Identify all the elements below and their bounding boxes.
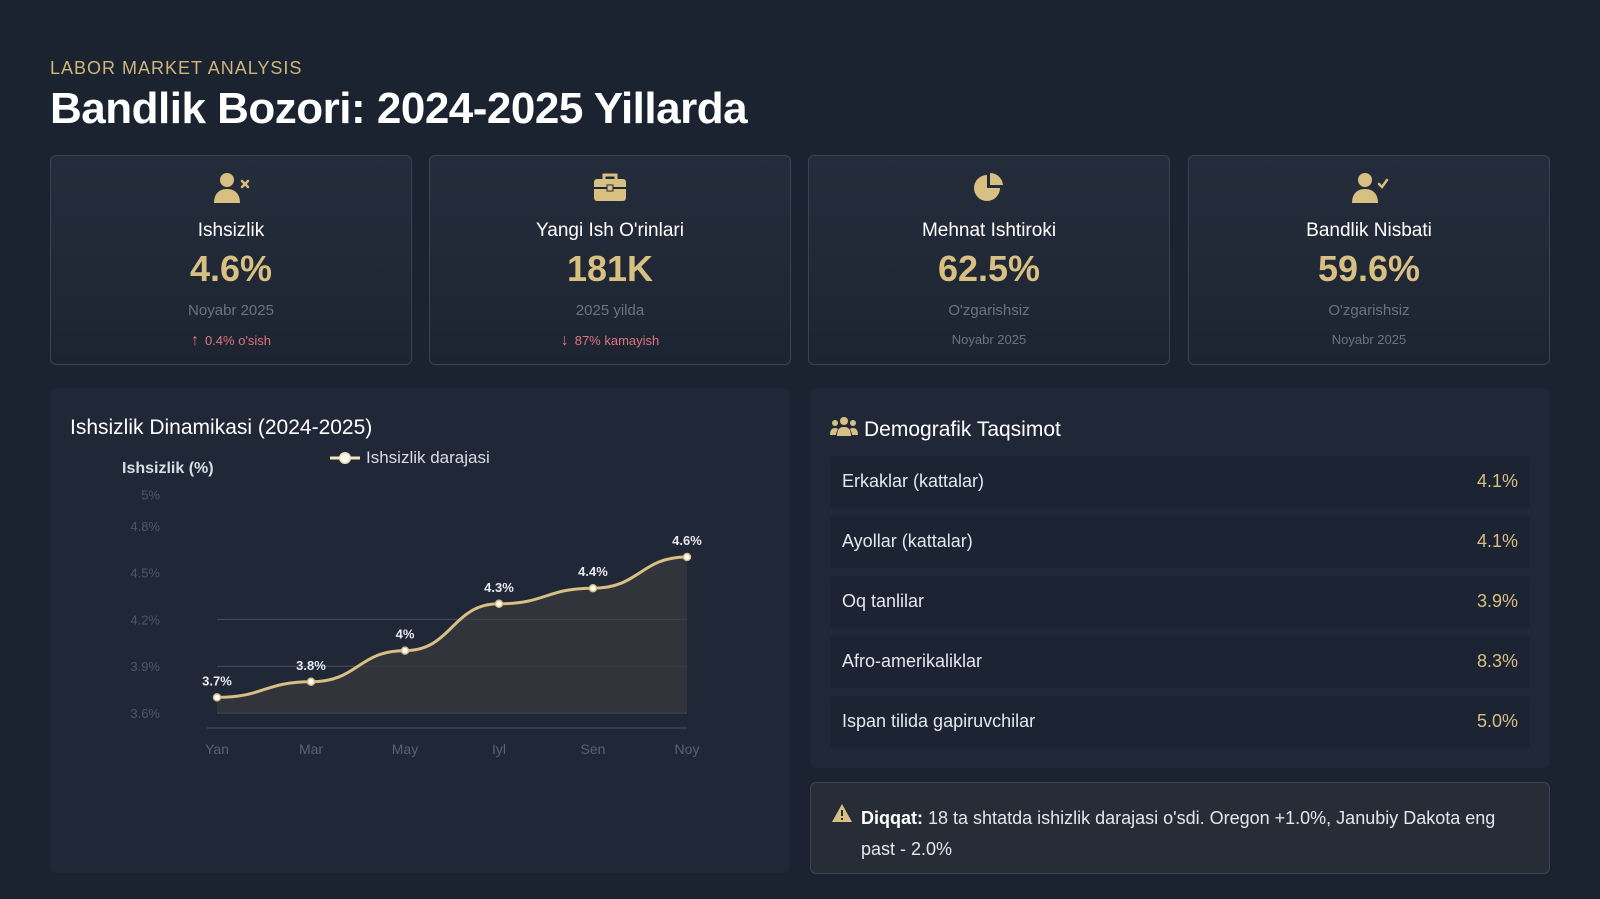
kpi-value: 62.5%	[937, 248, 1041, 289]
chart-title: Ishsizlik Dinamikasi (2024-2025)	[70, 416, 373, 439]
data-point	[212, 693, 222, 702]
kpi-value: 59.6%	[1317, 248, 1421, 289]
demographics-title-text: Demografik Taqsimot	[864, 418, 1061, 441]
demographic-value: 4.1%	[1476, 471, 1518, 491]
kpi-sub: 2025 yilda	[575, 302, 645, 319]
arrow-down-icon: ↓	[560, 332, 569, 349]
eyebrow-label: LABOR MARKET ANALYSIS	[50, 58, 303, 78]
data-point	[494, 599, 504, 609]
alert-box: Diqqat: 18 ta shtatda ishizlik darajasi …	[810, 782, 1550, 874]
demographic-value: 3.9%	[1476, 591, 1518, 611]
warning-icon	[831, 803, 853, 828]
demographic-row: Erkaklar (kattalar) 4.1%	[830, 456, 1530, 508]
pie-chart-icon	[809, 170, 1169, 206]
x-tick-label: Noy	[675, 741, 700, 757]
data-label: 3.7%	[202, 673, 232, 688]
page-title: Bandlik Bozori: 2024-2025 Yillarda	[50, 84, 748, 133]
kpi-change-text: 87% kamayish	[574, 333, 660, 348]
kpi-label: Ishsizlik	[197, 220, 265, 241]
demographic-label: Erkaklar (kattalar)	[842, 471, 985, 491]
arrow-up-icon: ↑	[190, 332, 199, 349]
kpi-sub: O'zgarishsiz	[948, 302, 1030, 319]
alert-title: Diqqat:	[861, 808, 923, 828]
demographics-panel: Demografik Taqsimot Erkaklar (kattalar) …	[810, 388, 1550, 768]
y-tick-label: 4.2%	[130, 612, 160, 627]
data-point	[588, 583, 598, 593]
series-line	[216, 555, 688, 699]
y-tick-label: 4.8%	[130, 519, 160, 534]
kpi-sub: Noyabr 2025	[188, 302, 274, 319]
alert-text: Diqqat: 18 ta shtatda ishizlik darajasi …	[861, 803, 1526, 865]
kpi-change: ↑ 0.4% o'sish	[51, 332, 411, 350]
x-tick-label: Iyl	[492, 741, 506, 757]
legend-swatch-marker	[339, 452, 351, 464]
demographic-value: 4.1%	[1476, 531, 1518, 551]
demographic-value: 5.0%	[1476, 711, 1518, 731]
kpi-card-participation: Mehnat Ishtiroki 62.5% O'zgarishsiz Noya…	[808, 155, 1170, 365]
data-label: 3.8%	[296, 658, 326, 673]
kpi-label: Mehnat Ishtiroki	[921, 220, 1057, 241]
demographic-row: Ayollar (kattalar) 4.1%	[830, 516, 1530, 568]
demographic-label: Ayollar (kattalar)	[842, 531, 973, 551]
demographic-row: Ispan tilida gapiruvchilar 5.0%	[830, 696, 1530, 748]
demographic-row: Oq tanlilar 3.9%	[830, 576, 1530, 628]
kpi-change-text: 0.4% o'sish	[204, 333, 272, 348]
series-area	[217, 557, 687, 713]
x-tick-label: Yan	[205, 741, 229, 757]
data-label: 4.6%	[672, 533, 702, 548]
y-axis-label: Ishsizlik (%)	[122, 460, 214, 477]
demographic-label: Ispan tilida gapiruvchilar	[842, 711, 1036, 731]
kpi-label: Bandlik Nisbati	[1306, 220, 1432, 241]
kpi-card-new-jobs: Yangi Ish O'rinlari 181K 2025 yilda ↓ 87%…	[429, 155, 791, 365]
y-tick-label: 4.5%	[130, 566, 160, 581]
x-tick-label: May	[392, 741, 418, 757]
data-label: 4.3%	[484, 580, 514, 595]
y-tick-label: 3.6%	[130, 706, 160, 721]
kpi-label: Yangi Ish O'rinlari	[536, 220, 684, 241]
kpi-change: Noyabr 2025	[1331, 332, 1407, 347]
legend-label: Ishsizlik darajasi	[366, 448, 490, 467]
kpi-value: 181K	[566, 248, 654, 289]
kpi-row: Ishsizlik 4.6% Noyabr 2025 ↑ 0.4% o'sish …	[50, 155, 1550, 365]
demographic-label: Afro-amerikaliklar	[842, 651, 983, 671]
demographic-value: 8.3%	[1476, 651, 1518, 671]
demographics-title: Demografik Taqsimot	[830, 416, 1061, 444]
alert-message: 18 ta shtatda ishizlik darajasi o'sdi. O…	[861, 808, 1496, 859]
kpi-value: 4.6%	[189, 248, 273, 289]
data-point	[682, 552, 692, 562]
users-icon	[830, 416, 858, 444]
demographic-row: Afro-amerikaliklar 8.3%	[830, 636, 1530, 688]
data-point	[400, 646, 410, 655]
y-tick-label: 5%	[141, 488, 160, 503]
kpi-change: ↓ 87% kamayish	[430, 332, 790, 350]
y-tick-label: 3.9%	[130, 659, 160, 674]
unemployment-line-chart: 3.6% 3.9% 4.2% 4.5% 4.8% 5% Ishsizlik (%) Ishsi…	[122, 448, 702, 757]
demographic-label: Oq tanlilar	[842, 591, 925, 611]
data-point	[306, 677, 316, 687]
x-tick-label: Mar	[299, 741, 323, 757]
user-check-icon	[1189, 170, 1549, 206]
chart-panel: Ishsizlik Dinamikasi (2024-2025) 3.6% 3.9…	[50, 388, 790, 873]
data-label: 4%	[396, 627, 415, 642]
data-label: 4.4%	[578, 564, 608, 579]
x-tick-label: Sen	[581, 741, 606, 757]
kpi-card-employment-ratio: Bandlik Nisbati 59.6% O'zgarishsiz Noyab…	[1188, 155, 1550, 365]
kpi-change: Noyabr 2025	[951, 332, 1027, 347]
kpi-card-unemployment: Ishsizlik 4.6% Noyabr 2025 ↑ 0.4% o'sish	[50, 155, 412, 365]
kpi-sub: O'zgarishsiz	[1328, 302, 1410, 319]
briefcase-icon	[430, 170, 790, 206]
user-x-icon	[51, 170, 411, 206]
